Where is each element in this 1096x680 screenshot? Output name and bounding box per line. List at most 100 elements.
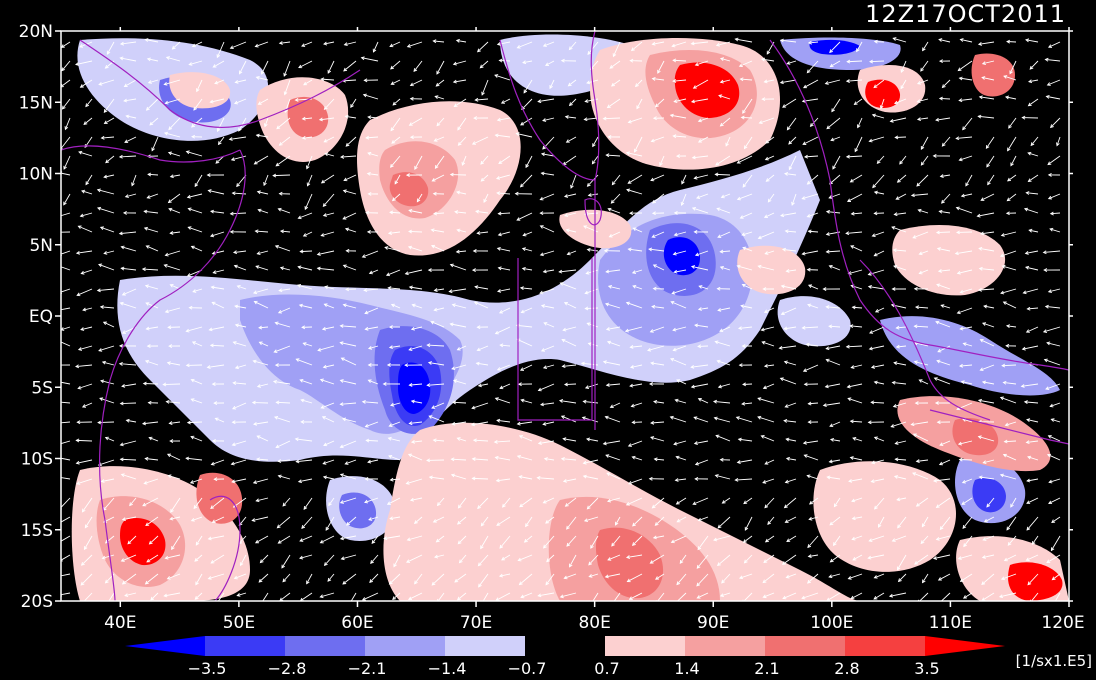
wind-vector [120, 458, 137, 461]
wind-vector [786, 438, 797, 442]
wind-vector-head [915, 305, 920, 310]
wind-vector-head [451, 366, 456, 371]
wind-vector-head [716, 562, 721, 567]
wind-vector-head [169, 284, 174, 288]
wind-vector-head [414, 580, 418, 585]
wind-vector-head [363, 78, 368, 83]
wind-vector [914, 361, 929, 366]
wind-vector [1047, 155, 1061, 165]
wind-vector [674, 269, 687, 273]
wind-vector [807, 60, 819, 73]
wind-vector [979, 96, 995, 100]
wind-vector-head [690, 99, 696, 104]
wind-vector-head [144, 456, 149, 461]
colorbar-segment [685, 636, 766, 656]
wind-vector-head [851, 305, 856, 310]
wind-vector-head [294, 437, 299, 442]
wind-vector-head [213, 401, 218, 406]
wind-vector [255, 265, 269, 271]
wind-vector [846, 155, 863, 158]
wind-vector [458, 136, 467, 146]
wind-vector [1002, 265, 1017, 271]
positive-region [287, 96, 329, 138]
wind-vector [1051, 516, 1061, 523]
wind-vector [919, 592, 929, 601]
wind-vector [61, 341, 71, 347]
wind-vector [499, 383, 511, 389]
wind-vector [808, 554, 819, 557]
wind-vector [1002, 364, 1017, 367]
wind-vector [1010, 155, 1017, 166]
wind-vector-head [216, 54, 221, 59]
wind-vector-head [740, 304, 745, 309]
wind-vector-head [231, 442, 236, 447]
wind-vector [670, 416, 687, 423]
wind-vector [566, 535, 577, 547]
wind-vector-head [958, 457, 963, 462]
wind-vector-head [1021, 346, 1026, 351]
wind-vector [743, 535, 753, 543]
wind-vector-head [1053, 602, 1056, 605]
wind-vector [164, 79, 181, 85]
wind-vector [61, 79, 71, 88]
wind-vector-head [977, 114, 982, 119]
negative-region [972, 477, 1006, 513]
wind-vector [520, 117, 533, 126]
wind-vector-head [545, 520, 550, 524]
wind-vector-head [497, 232, 502, 237]
wind-vector-head [540, 152, 546, 157]
wind-vector [145, 458, 159, 461]
wind-vector [897, 516, 907, 529]
wind-vector [568, 79, 577, 87]
wind-vector-head [936, 420, 941, 425]
wind-vector [231, 478, 247, 483]
wind-vector-head [649, 560, 654, 564]
wind-vector-head [518, 475, 523, 479]
wind-vector [411, 400, 423, 404]
wind-vector-head [781, 247, 787, 252]
wind-vector-head [625, 502, 630, 506]
wind-vector-head [408, 229, 413, 234]
wind-vector-head [914, 561, 919, 565]
wind-vector [999, 592, 1017, 598]
wind-vector [1028, 79, 1039, 83]
wind-vector-head [320, 179, 325, 184]
wind-vector-head [889, 119, 894, 123]
wind-vector [763, 554, 775, 563]
wind-vector [850, 245, 863, 252]
wind-vector-head [55, 339, 58, 342]
wind-vector-head [584, 290, 589, 295]
wind-vector [1005, 421, 1017, 426]
wind-vector-head [1024, 251, 1029, 255]
wind-vector [691, 41, 709, 45]
wind-vector [218, 136, 225, 145]
wind-vector [477, 497, 489, 509]
wind-vector-head [647, 347, 652, 352]
wind-vector [302, 136, 313, 139]
wind-vector [1048, 497, 1061, 504]
wind-vector-head [891, 538, 896, 542]
wind-vector [165, 98, 181, 104]
wind-vector-head [987, 181, 991, 186]
wind-vector-head [965, 182, 969, 187]
wind-vector-head [783, 504, 788, 509]
wind-vector [691, 383, 709, 388]
wind-vector [1029, 229, 1039, 233]
wind-vector-head [932, 556, 938, 560]
wind-vector [782, 554, 797, 565]
wind-vector-head [806, 474, 811, 479]
wind-vector [606, 383, 621, 386]
wind-vector-head [539, 196, 544, 201]
wind-vector-head [187, 207, 192, 212]
wind-vector-head [628, 596, 633, 600]
wind-vector-head [145, 245, 150, 249]
lat-tick-label: 15S [21, 521, 53, 541]
wind-vector [741, 231, 753, 236]
wind-vector [742, 247, 753, 252]
wind-vector-head [57, 443, 60, 446]
wind-vector [388, 287, 401, 290]
wind-vector-head [913, 286, 918, 291]
wind-vector-head [256, 251, 261, 255]
wind-vector-head [321, 326, 327, 331]
wind-vector-head [717, 307, 722, 312]
